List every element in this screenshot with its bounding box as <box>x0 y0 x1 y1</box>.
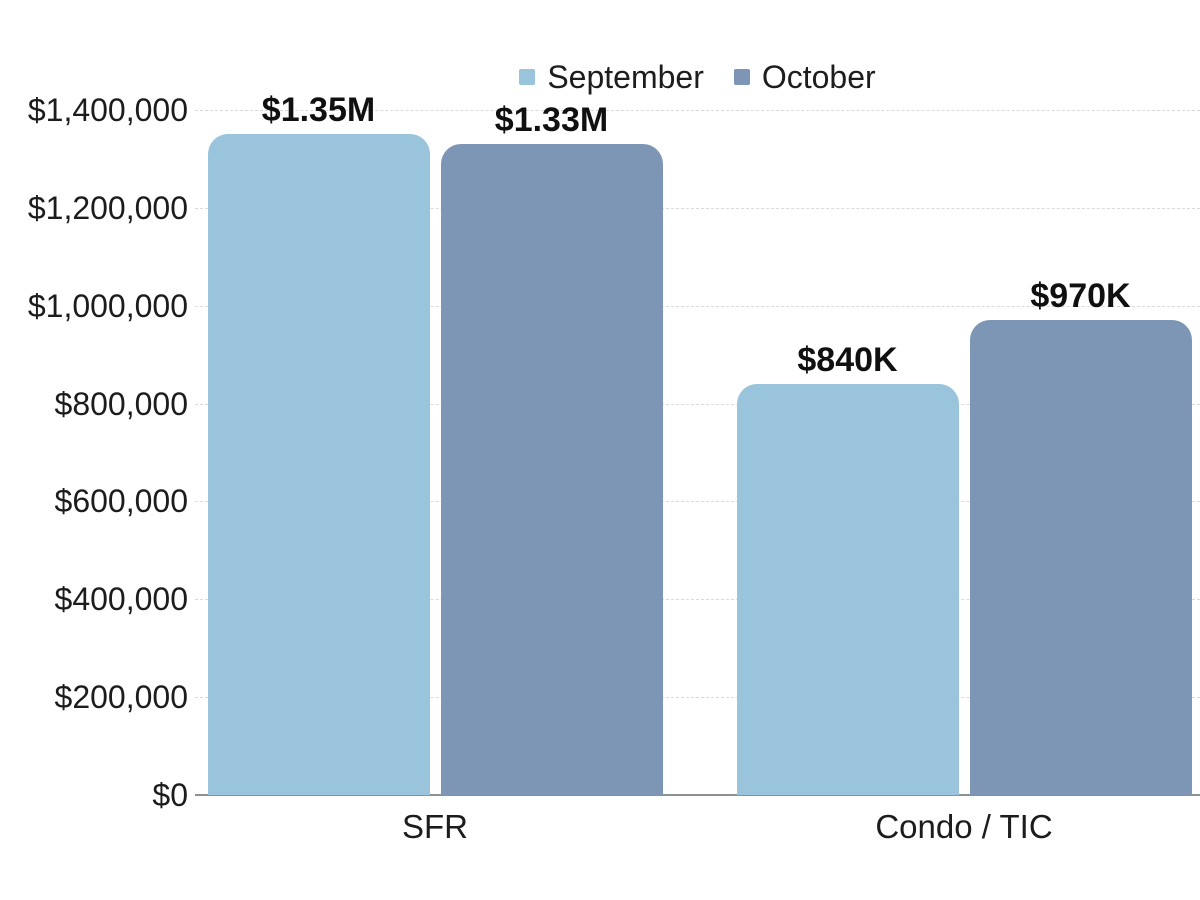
y-axis-tick-label: $600,000 <box>54 483 188 520</box>
bar-value-label: $1.35M <box>261 91 376 130</box>
y-axis-tick-label: $400,000 <box>54 581 188 618</box>
bar-september-sfr <box>207 134 430 795</box>
legend-item-label: September <box>547 59 704 95</box>
gridline <box>195 697 1200 699</box>
x-axis-category-label: Condo / TIC <box>875 808 1053 845</box>
gridline <box>195 305 1200 307</box>
x-axis-category-label: SFR <box>402 808 468 845</box>
legend: September October <box>195 57 1200 97</box>
y-axis-tick-label: $0 <box>152 777 188 813</box>
bar-october-condo-tic <box>969 320 1192 795</box>
gridline <box>195 403 1200 405</box>
gridline <box>195 110 1200 111</box>
y-axis-tick-label: $800,000 <box>54 385 188 422</box>
legend-swatch-icon <box>519 69 536 85</box>
legend-item-september: September <box>519 57 704 97</box>
y-axis-tick-label: $200,000 <box>54 679 188 716</box>
gridline <box>195 501 1200 503</box>
y-axis-tick-label: $1,000,000 <box>27 287 188 324</box>
bar-value-label: $970K <box>1030 277 1131 316</box>
y-axis-tick-label: $1,400,000 <box>27 92 188 128</box>
bar-value-label: $1.33M <box>494 101 609 140</box>
bar-september-condo-tic <box>736 384 959 795</box>
x-axis-baseline <box>195 794 1200 796</box>
bar-value-label: $840K <box>797 341 898 379</box>
legend-swatch-icon <box>733 69 750 85</box>
legend-item-october: October <box>733 57 876 97</box>
bar-october-sfr <box>440 144 663 795</box>
y-axis-tick-label: $1,200,000 <box>27 189 188 226</box>
legend-item-label: October <box>761 59 876 95</box>
gridline <box>195 599 1200 601</box>
gridline <box>195 207 1200 209</box>
